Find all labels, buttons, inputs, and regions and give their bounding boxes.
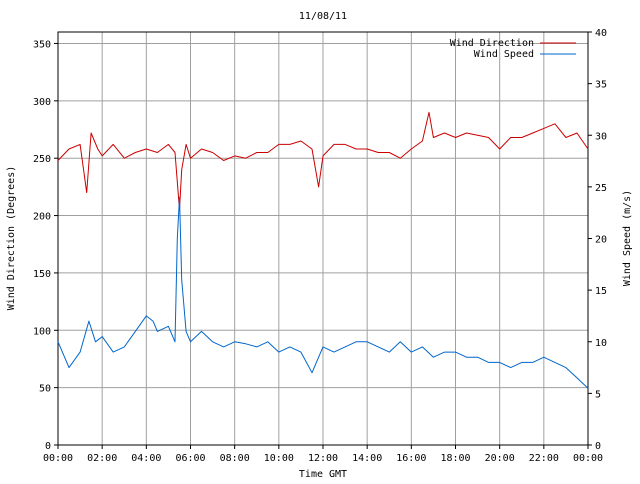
y-left-tick-label: 150 [33,269,51,280]
y-axis-left-label: Wind Direction (Degrees) [6,166,17,311]
x-tick-label: 02:00 [87,453,117,464]
y-axis-right-label: Wind Speed (m/s) [622,190,633,286]
legend-label-wind-speed: Wind Speed [474,49,534,60]
y-right-tick-label: 30 [595,131,607,142]
x-axis-label: Time GMT [299,469,347,480]
y-left-tick-label: 200 [33,212,51,223]
x-tick-label: 00:00 [43,453,73,464]
x-tick-label: 20:00 [485,453,515,464]
y-right-tick-label: 10 [595,338,607,349]
x-tick-label: 22:00 [529,453,559,464]
x-tick-label: 00:00 [573,453,603,464]
legend: Wind Direction Wind Speed [450,38,576,60]
y-right-tick-label: 5 [595,389,601,400]
series-line-wind-speed [57,196,589,389]
series-line-wind-direction [57,111,589,211]
y-right-tick-label: 35 [595,80,607,91]
y-right-tick-label: 40 [595,28,607,39]
y-left-tick-label: 300 [33,97,51,108]
y-left-tick-label: 250 [33,154,51,165]
x-tick-label: 12:00 [308,453,338,464]
series-layer [57,111,589,389]
y-right-tick-label: 20 [595,235,607,246]
x-tick-label: 08:00 [220,453,250,464]
x-tick-label: 16:00 [396,453,426,464]
x-tick-label: 06:00 [175,453,205,464]
y-right-tick-label: 25 [595,183,607,194]
chart-title: 11/08/11 [299,11,347,22]
x-tick-label: 04:00 [131,453,161,464]
x-tick-label: 18:00 [440,453,470,464]
x-tick-label: 10:00 [264,453,294,464]
legend-label-wind-direction: Wind Direction [450,38,534,49]
y-right-tick-label: 15 [595,286,607,297]
y-left-tick-label: 50 [39,384,51,395]
x-tick-label: 14:00 [352,453,382,464]
y-left-tick-label: 100 [33,326,51,337]
ticks-layer: 00:00 02:00 04:00 06:00 08:00 10:00 12:00 14:00… [33,28,607,464]
grid-layer [58,32,588,445]
y-right-tick-label: 0 [595,441,601,452]
y-left-tick-label: 350 [33,39,51,50]
y-left-tick-label: 0 [45,441,51,452]
